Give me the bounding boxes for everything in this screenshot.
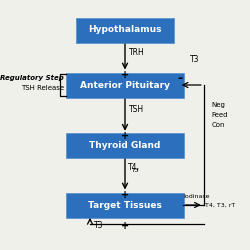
Text: +: + [121,131,129,141]
FancyBboxPatch shape [66,72,184,98]
Text: Feed: Feed [211,112,228,118]
Text: Iodinase: Iodinase [184,194,210,199]
Text: TRH: TRH [129,48,144,57]
Text: +: + [121,70,129,80]
Text: Thyroid Gland: Thyroid Gland [89,140,161,149]
FancyBboxPatch shape [76,18,174,42]
Text: Neg: Neg [211,102,225,108]
Text: Regulatory Step: Regulatory Step [0,74,64,80]
Text: T3: T3 [190,56,200,64]
Text: +: + [121,221,129,231]
Text: T3: T3 [94,221,103,230]
FancyBboxPatch shape [66,192,184,218]
Text: Hypothalamus: Hypothalamus [88,26,162,35]
Text: Anterior Pituitary: Anterior Pituitary [80,80,170,90]
Text: T4, T3, rT: T4, T3, rT [205,202,235,207]
Text: T3: T3 [132,168,140,173]
Text: T4,: T4, [128,163,140,172]
Text: Con: Con [211,122,225,128]
Text: -: - [178,72,182,85]
FancyBboxPatch shape [66,132,184,158]
Text: +: + [121,190,129,200]
Text: TSH: TSH [129,106,144,114]
Text: Target Tissues: Target Tissues [88,200,162,209]
Text: TSH Release: TSH Release [20,84,64,90]
